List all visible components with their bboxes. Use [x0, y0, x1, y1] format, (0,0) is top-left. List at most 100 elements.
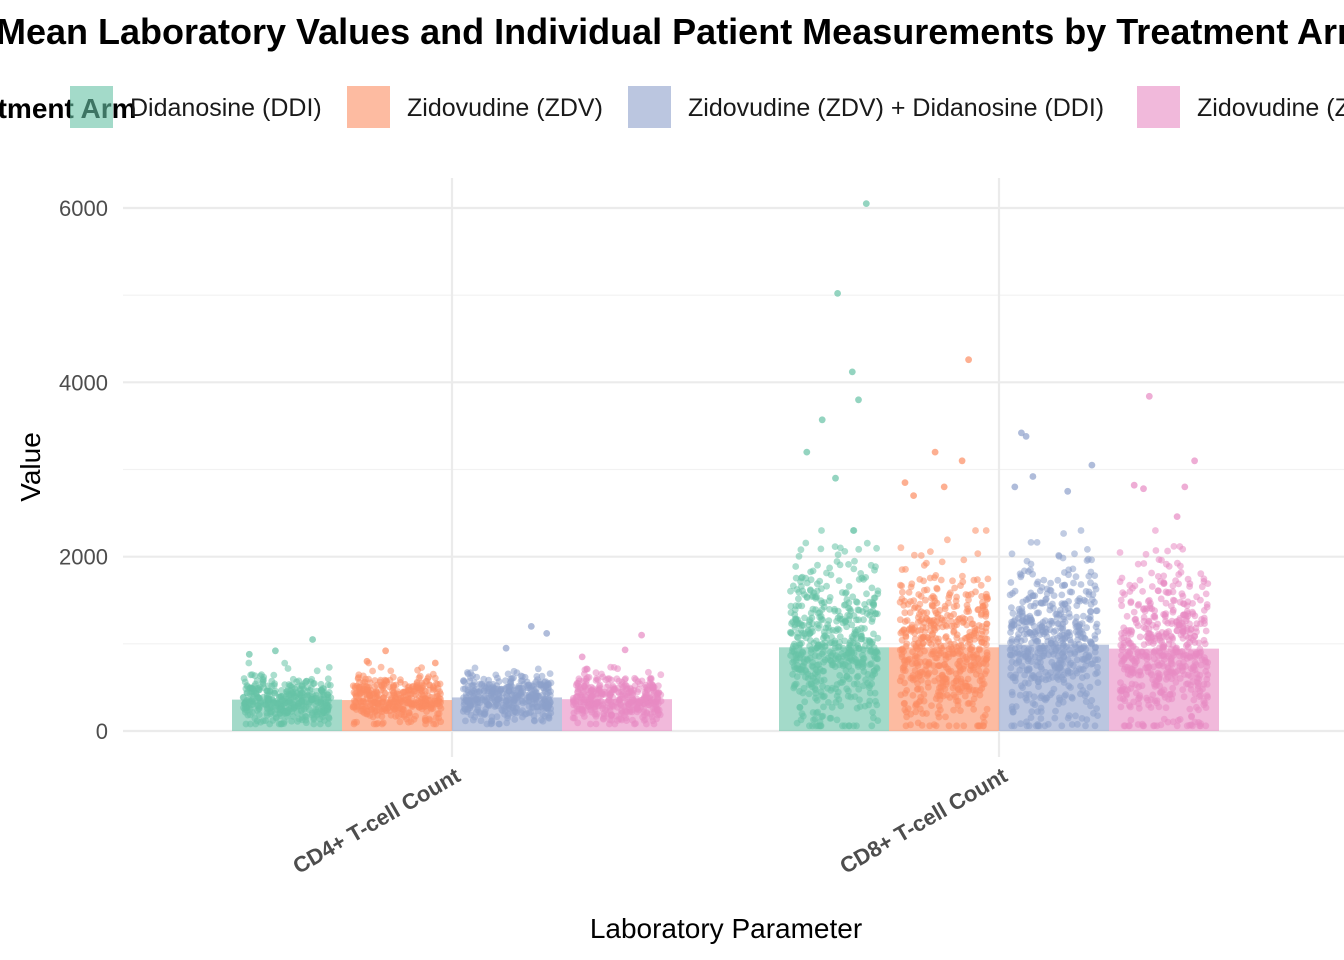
patient-point	[843, 596, 851, 603]
patient-point	[1121, 629, 1128, 637]
patient-point	[494, 702, 502, 710]
patient-point	[1008, 644, 1015, 652]
patient-point	[1082, 662, 1090, 669]
patient-point	[1008, 550, 1016, 558]
patient-point	[1117, 596, 1125, 604]
patient-point	[422, 717, 430, 725]
patient-point	[975, 622, 983, 629]
patient-point	[1158, 556, 1165, 564]
patient-point	[413, 680, 421, 687]
patient-point	[1044, 638, 1052, 645]
patient-point	[924, 683, 932, 691]
patient-point	[907, 721, 914, 729]
patient-point	[1071, 641, 1078, 648]
patient-point	[1037, 704, 1045, 712]
patient-point	[533, 703, 541, 710]
patient-point	[1150, 722, 1157, 730]
patient-point	[469, 716, 477, 724]
patient-point	[868, 722, 876, 730]
patient-point	[1191, 690, 1199, 698]
patient-point	[805, 690, 813, 698]
patient-point	[1087, 702, 1094, 710]
patient-point	[284, 700, 292, 708]
patient-point	[819, 693, 827, 701]
x-axis-title: Laboratory Parameter	[590, 913, 862, 944]
patient-point	[831, 607, 839, 615]
patient-point	[817, 545, 825, 553]
patient-point	[1203, 601, 1211, 608]
patient-point	[850, 612, 858, 620]
patient-point	[628, 698, 635, 706]
patient-point	[1168, 617, 1176, 625]
patient-point	[495, 720, 503, 728]
patient-point	[1145, 596, 1153, 604]
patient-point	[1190, 696, 1198, 704]
patient-point	[1184, 598, 1192, 606]
patient-point	[789, 642, 797, 650]
patient-point-outlier	[855, 396, 862, 404]
patient-point	[612, 712, 620, 720]
patient-point	[539, 717, 547, 725]
patient-point	[977, 581, 985, 589]
patient-point	[824, 621, 832, 628]
patient-point	[1027, 675, 1035, 682]
patient-point	[818, 606, 826, 613]
patient-point	[1057, 624, 1065, 632]
patient-point	[1182, 642, 1190, 650]
patient-point	[1080, 612, 1087, 620]
patient-point	[959, 578, 967, 586]
patient-point	[1082, 698, 1090, 705]
patient-point	[850, 565, 858, 573]
patient-point	[866, 689, 874, 697]
patient-point	[1041, 617, 1049, 625]
patient-point	[1090, 710, 1097, 717]
patient-point	[631, 720, 638, 728]
patient-point	[974, 550, 982, 557]
patient-point	[1169, 596, 1177, 604]
patient-point	[263, 712, 271, 719]
patient-point	[324, 681, 332, 689]
patient-point	[907, 583, 915, 591]
patient-point	[1037, 658, 1044, 666]
patient-point	[1086, 683, 1094, 691]
patient-point	[938, 558, 946, 566]
patient-point	[246, 690, 254, 698]
patient-point	[945, 637, 952, 645]
patient-point	[1091, 572, 1099, 579]
patient-point	[1061, 692, 1068, 700]
patient-point-outlier	[931, 448, 939, 456]
patient-point	[852, 598, 860, 606]
legend-swatch	[70, 86, 113, 128]
patient-point	[826, 564, 833, 572]
patient-point	[844, 611, 851, 619]
patient-point	[935, 635, 942, 643]
patient-point	[917, 608, 925, 615]
patient-point	[1022, 694, 1030, 702]
patient-point	[814, 561, 821, 569]
patient-point	[618, 681, 626, 688]
patient-point	[1050, 650, 1057, 658]
patient-point	[319, 713, 326, 721]
patient-point	[1145, 663, 1153, 671]
patient-point	[820, 648, 827, 656]
patient-point	[968, 646, 975, 653]
patient-point	[418, 664, 425, 671]
patient-point	[501, 711, 508, 718]
patient-point	[1080, 644, 1087, 652]
patient-point	[1081, 692, 1089, 700]
patient-point-outlier	[901, 479, 909, 486]
patient-point-outlier	[1029, 473, 1037, 480]
patient-point	[1157, 595, 1165, 603]
patient-point	[957, 648, 964, 656]
patient-point	[911, 635, 919, 643]
patient-point	[416, 686, 424, 693]
patient-point	[972, 588, 979, 596]
patient-point	[1149, 691, 1157, 699]
patient-point	[645, 668, 652, 676]
patient-point	[1127, 599, 1135, 607]
patient-point	[817, 722, 824, 730]
patient-point	[1042, 694, 1050, 702]
patient-point	[897, 544, 905, 552]
patient-point	[817, 677, 825, 685]
patient-point	[1134, 651, 1142, 659]
